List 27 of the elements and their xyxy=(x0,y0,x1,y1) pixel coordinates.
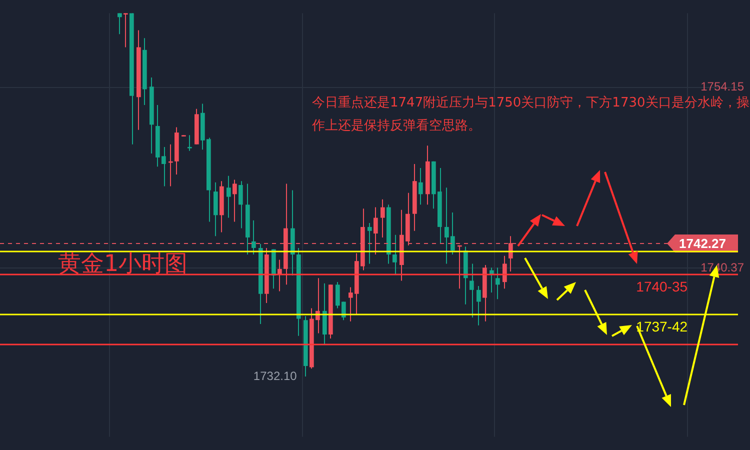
candlestick xyxy=(392,234,397,275)
candlestick xyxy=(118,12,122,35)
ref-line-label: 1737-42 xyxy=(636,318,688,334)
text: 黄金1小时图 xyxy=(58,250,188,277)
candlestick xyxy=(214,182,218,237)
candlestick xyxy=(380,198,385,238)
candlestick xyxy=(238,180,243,229)
candlestick xyxy=(124,12,128,48)
candlestick xyxy=(232,179,237,222)
ref-line-label: 1740-35 xyxy=(636,278,688,294)
candlestick xyxy=(502,255,507,290)
y-tick-label: 1740.37 xyxy=(700,260,744,274)
candlestick xyxy=(496,267,500,300)
candlestick xyxy=(418,167,423,206)
candlestick xyxy=(188,134,192,152)
candlestick xyxy=(252,220,256,256)
annotation: 今日重点还是1747附近压力与1750关口防守，下方1730关口是分水岭，操作上还是保持反弹看空思路。 xyxy=(311,94,750,134)
candlestick xyxy=(226,175,231,218)
ref-line-label: 1742.27 xyxy=(679,236,726,252)
candlestick xyxy=(374,206,378,256)
candlestick xyxy=(490,267,494,294)
annotation: 1732.10 xyxy=(253,368,298,383)
candlestick xyxy=(368,222,372,264)
y-tick-label: 1754.15 xyxy=(700,80,744,94)
candlestick xyxy=(470,263,474,318)
candlestick xyxy=(476,285,481,326)
candlestick xyxy=(322,282,327,346)
